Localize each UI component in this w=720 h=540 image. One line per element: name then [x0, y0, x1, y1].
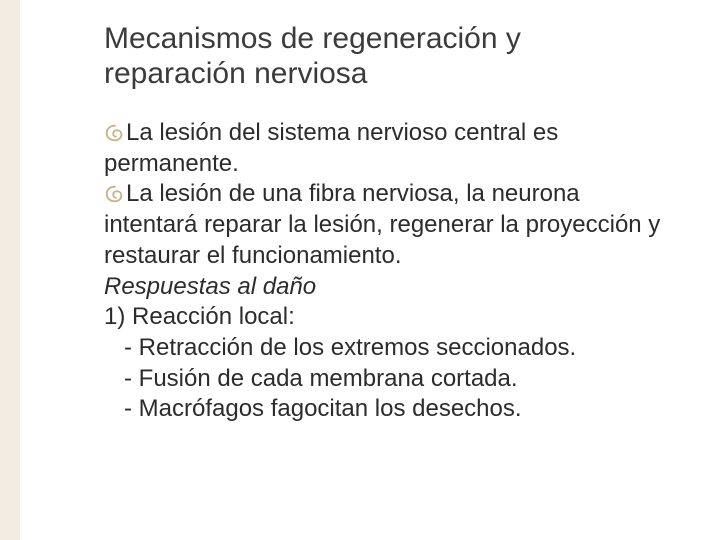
slide-title: Mecanismos de regeneración y reparación …: [104, 22, 664, 91]
sub-item: - Macrófagos fagocitan los desechos.: [104, 394, 664, 425]
sub-item: - Retracción de los extremos seccionados…: [104, 333, 664, 364]
left-accent-bar: [0, 0, 20, 540]
sub-item: - Fusión de cada membrana cortada.: [104, 364, 664, 395]
bullet-item: La lesión de una fibra nerviosa, la neur…: [104, 179, 664, 271]
bullet-item: La lesión del sistema nervioso central e…: [104, 118, 664, 179]
swirl-bullet-icon: [104, 183, 126, 205]
bullet-text: La lesión de una fibra nerviosa, la neur…: [104, 180, 660, 268]
swirl-bullet-icon: [104, 122, 126, 144]
slide: Mecanismos de regeneración y reparación …: [0, 0, 720, 540]
subheading-respuestas: Respuestas al daño: [104, 272, 664, 303]
slide-body: La lesión del sistema nervioso central e…: [104, 118, 664, 425]
list-number-line: 1) Reacción local:: [104, 302, 664, 333]
bullet-text: La lesión del sistema nervioso central e…: [104, 119, 558, 177]
